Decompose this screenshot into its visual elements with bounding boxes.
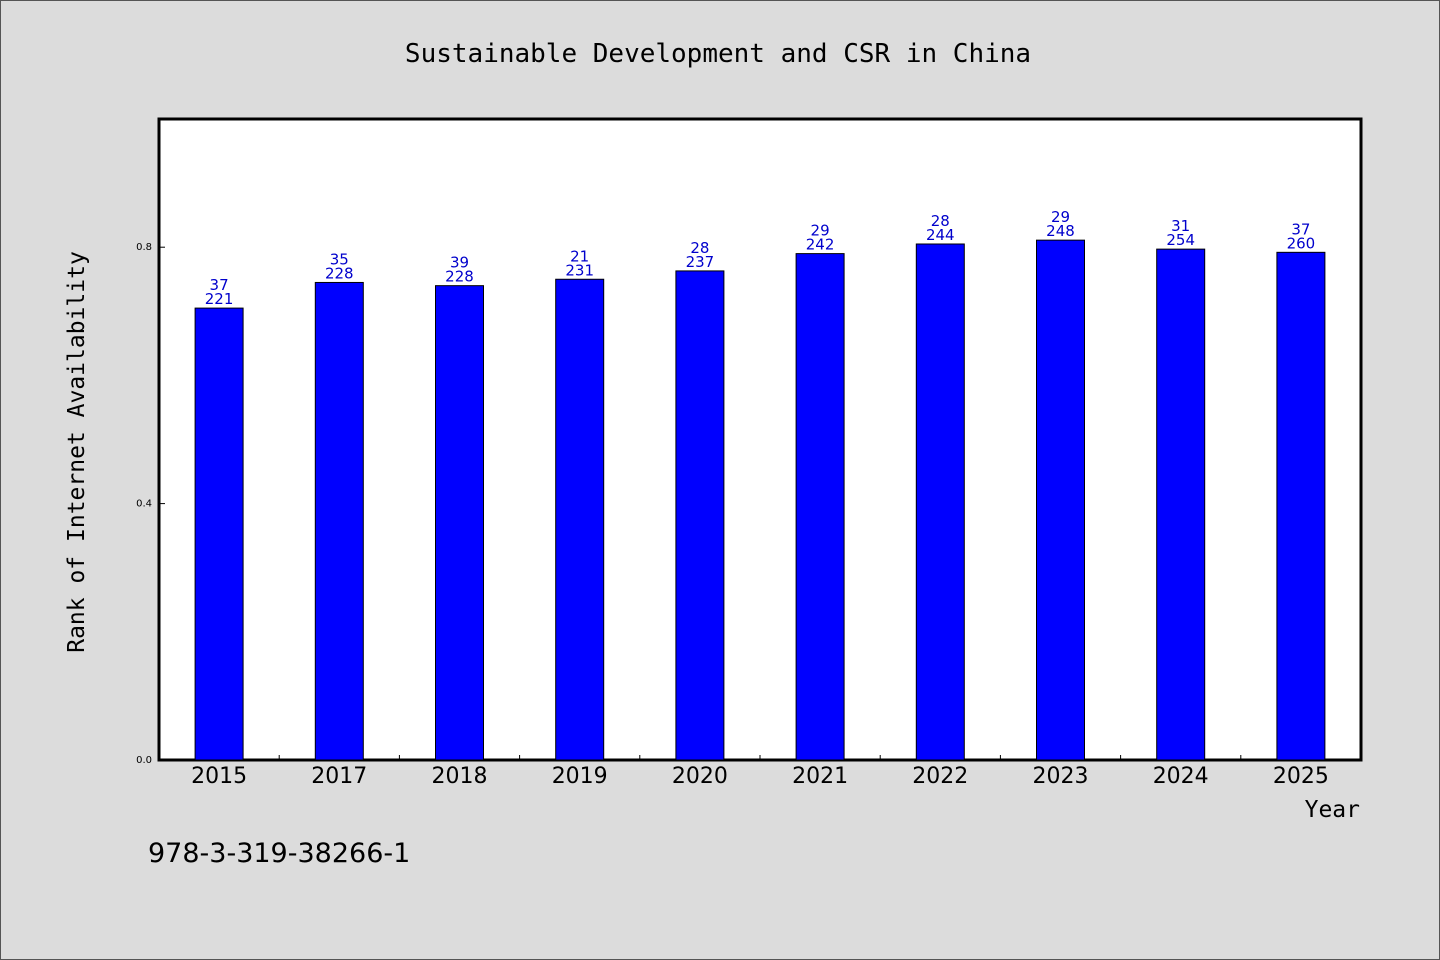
x-tick-label-2024: 2024 [1153,764,1209,789]
bar-label-bottom-2025: 260 [1287,234,1316,252]
bar-label-top-2019: 21 [570,247,589,265]
bar-label-bottom-2022: 244 [926,226,955,244]
isbn-footnote: 978-3-319-38266-1 [148,838,410,869]
bar-label-top-2024: 31 [1171,217,1190,235]
bar-2017 [314,281,364,761]
bar-label-bottom-2015: 221 [205,290,234,308]
y-ticks-group: 0.0 0.4 0.8 [136,242,165,766]
bar-label-top-2020: 28 [690,239,709,257]
y-axis-label: Rank of Internet Availability [64,251,90,653]
bar-label-top-2018: 39 [450,254,469,272]
y-tick-label-0.0: 0.0 [136,755,152,766]
x-tick-label-2023: 2023 [1033,764,1089,789]
x-tick-label-2019: 2019 [552,764,608,789]
bar-label-bottom-2023: 248 [1046,222,1075,240]
x-tick-label-2018: 2018 [432,764,488,789]
x-ticks-group: 2015 2017 2018 2019 2020 2021 2022 2023 2024 2025 [191,755,1329,789]
bar-label-top-2015: 37 [210,276,229,294]
bar-2021 [795,253,845,761]
bar-2025 [1276,251,1326,761]
bar-label-bottom-2020: 237 [686,253,715,271]
bar-label-bottom-2018: 228 [445,268,474,286]
x-tick-label-2021: 2021 [792,764,848,789]
x-tick-label-2022: 2022 [912,764,968,789]
bar-2018 [435,285,484,761]
x-tick-label-2015: 2015 [191,764,247,789]
bar-2019 [555,278,605,761]
y-tick-label-0.8: 0.8 [136,242,152,253]
x-tick-label-2017: 2017 [311,764,367,789]
bar-label-bottom-2019: 231 [565,261,594,279]
bar-label-bottom-2021: 242 [806,236,835,254]
bar-2024 [1156,248,1206,761]
y-tick-label-0.4: 0.4 [136,499,152,510]
bar-label-top-2021: 29 [811,222,830,240]
bar-label-bottom-2024: 254 [1166,231,1195,249]
bar-2015 [194,307,244,761]
bar-2022 [915,243,965,761]
x-axis-label: Year [1305,797,1360,823]
bar-label-top-2022: 28 [931,212,950,230]
bar-2023 [1036,239,1085,761]
x-tick-label-2025: 2025 [1273,764,1329,789]
bar-label-top-2023: 29 [1051,208,1070,226]
bar-label-top-2017: 35 [330,250,349,268]
bar-label-bottom-2017: 228 [325,264,354,282]
x-tick-label-2020: 2020 [672,764,728,789]
bar-label-top-2025: 37 [1291,220,1310,238]
bar-2020 [675,270,725,761]
chart-title: Sustainable Development and CSR in China [405,39,1031,69]
